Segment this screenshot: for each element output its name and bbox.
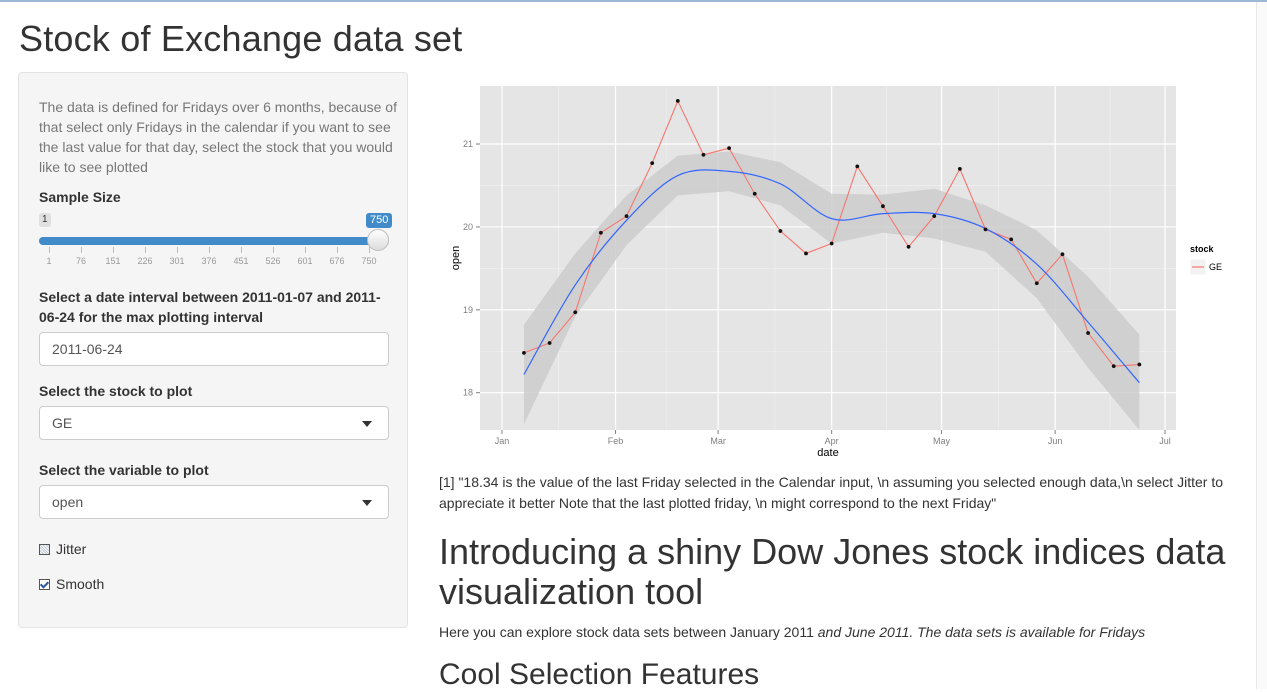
slider-tick-label: 226 <box>137 256 153 266</box>
page-title: Stock of Exchange data set <box>19 18 463 59</box>
slider-tick-label: 526 <box>265 256 281 266</box>
data-point <box>1060 252 1065 257</box>
date-interval-label: Select a date interval between 2011-01-0… <box>39 289 381 325</box>
data-point <box>598 230 603 235</box>
sidebar-panel: The data is defined for Fridays over 6 m… <box>18 72 408 628</box>
slider-tick-label: 676 <box>329 256 345 266</box>
jitter-checkbox[interactable]: Jitter <box>39 540 86 558</box>
sidebar-description: The data is defined for Fridays over 6 m… <box>39 99 397 175</box>
data-point <box>957 166 962 171</box>
data-point <box>983 227 988 232</box>
x-axis-title: date <box>817 447 838 459</box>
data-point <box>727 146 731 151</box>
y-tick-label: 18 <box>463 388 473 398</box>
data-point <box>1034 281 1039 286</box>
smooth-label: Smooth <box>56 576 105 592</box>
slider-tick <box>273 247 274 253</box>
confidence-band <box>523 151 1140 430</box>
jitter-label: Jitter <box>56 541 87 557</box>
slider-min-badge: 1 <box>39 213 51 227</box>
x-tick-label: May <box>933 436 951 446</box>
data-point <box>573 310 578 315</box>
sample-size-label: Sample Size <box>39 189 121 205</box>
x-tick-label: Feb <box>608 436 624 446</box>
x-tick-label: Jul <box>1159 436 1171 446</box>
data-point <box>650 161 655 165</box>
y-tick-label: 19 <box>463 305 473 315</box>
legend-title: stock <box>1190 244 1215 254</box>
stock-select-value: GE <box>52 415 73 431</box>
slider-tick <box>369 247 370 253</box>
variable-select[interactable]: open <box>39 485 389 519</box>
variable-select-value: open <box>52 494 84 510</box>
slider-tick-label: 750 <box>361 256 377 266</box>
slider-tick-label: 151 <box>105 256 121 266</box>
chevron-down-icon <box>362 421 372 427</box>
slider-fill <box>39 237 379 245</box>
slider-value-badge: 750 <box>366 213 393 228</box>
vertical-scrollbar[interactable] <box>1256 2 1267 689</box>
y-tick-label: 21 <box>463 139 473 149</box>
legend-label: GE <box>1209 262 1222 272</box>
slider-tick-label: 376 <box>201 256 217 266</box>
jitter-checkbox-box[interactable] <box>39 544 50 555</box>
slider-tick <box>241 247 242 253</box>
data-point <box>1111 364 1116 369</box>
y-tick-label: 20 <box>463 222 473 232</box>
slider-tick-label: 1 <box>46 256 52 266</box>
data-point <box>778 229 783 233</box>
x-tick-label: Jan <box>495 436 510 446</box>
intro-paragraph: Here you can explore stock data sets bet… <box>439 622 1145 642</box>
smooth-line <box>523 169 1140 384</box>
slider-tick-label: 76 <box>75 256 87 266</box>
intro-heading: Introducing a shiny Dow Jones stock indi… <box>439 531 1226 612</box>
data-point <box>1137 362 1142 367</box>
slider-tick <box>337 247 338 253</box>
slider-tick <box>209 247 210 253</box>
data-point <box>855 164 860 169</box>
intro-paragraph-text: Here you can explore stock data sets bet… <box>439 624 818 640</box>
date-input[interactable]: 2011-06-24 <box>39 332 389 366</box>
slider-tick-label: 451 <box>233 256 249 266</box>
intro-paragraph-italic: and June 2011. The data sets is availabl… <box>817 624 1146 640</box>
chevron-down-icon <box>362 500 372 506</box>
slider-tick <box>49 247 50 253</box>
data-point <box>829 241 834 246</box>
slider-tick-label: 601 <box>297 256 313 266</box>
smooth-checkbox[interactable]: Smooth <box>39 575 104 593</box>
window-top-border <box>0 0 1267 2</box>
stock-plot: Jan Feb Mar Apr May Jun Jul 18 19 20 21 date open sto… <box>450 86 1222 459</box>
slider-ticks: 1 76 151 226 301 376 451 526 601 676 750 <box>39 247 379 267</box>
slider-tick <box>305 247 306 253</box>
data-point <box>752 191 757 196</box>
data-point <box>522 351 526 355</box>
data-point <box>1086 331 1090 335</box>
smooth-checkbox-box[interactable] <box>39 579 50 590</box>
output-text: [1] "18.34 is the value of the last Frid… <box>439 474 1223 511</box>
variable-select-label: Select the variable to plot <box>39 462 209 478</box>
x-tick-label: Jun <box>1048 436 1063 446</box>
y-axis-title: open <box>450 246 462 270</box>
data-point <box>624 214 629 219</box>
slider-handle[interactable] <box>367 229 389 251</box>
data-point <box>701 152 706 157</box>
x-tick-label: Apr <box>825 436 839 446</box>
stock-select-label: Select the stock to plot <box>39 383 193 399</box>
slider-tick-label: 301 <box>169 256 185 266</box>
slider-tick <box>113 247 114 253</box>
data-point <box>906 244 911 249</box>
data-point <box>932 214 937 219</box>
data-point <box>675 99 680 103</box>
features-heading: Cool Selection Features <box>439 658 760 691</box>
data-point <box>1009 237 1014 242</box>
slider-tick <box>177 247 178 253</box>
data-point <box>804 251 808 256</box>
stock-select[interactable]: GE <box>39 406 389 440</box>
slider-tick <box>81 247 82 253</box>
data-point <box>881 204 885 209</box>
data-point <box>547 341 552 345</box>
x-tick-label: Mar <box>710 436 726 446</box>
slider-tick <box>145 247 146 253</box>
